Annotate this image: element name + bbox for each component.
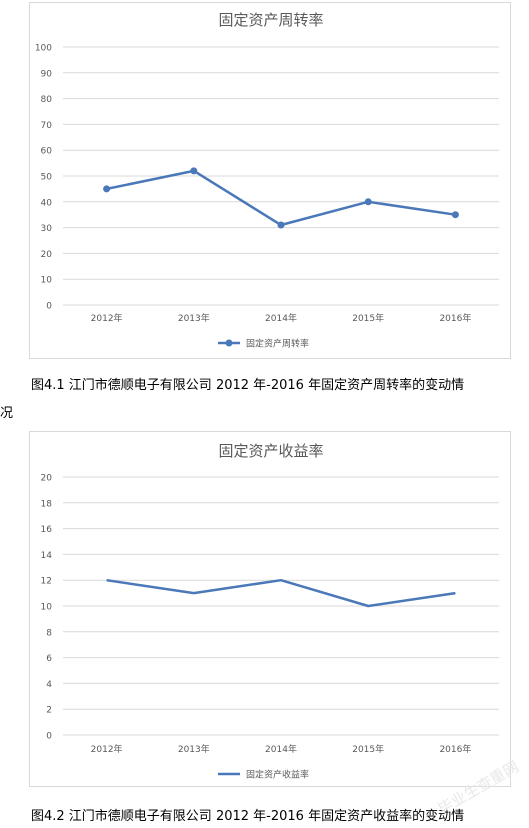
chart1-y-tick-label: 80 bbox=[41, 95, 53, 105]
chart1-y-tick-label: 100 bbox=[35, 44, 52, 54]
chart1-y-tick-label: 50 bbox=[41, 173, 53, 183]
chart1-y-tick-label: 10 bbox=[41, 276, 53, 286]
chart2-y-tick-label: 20 bbox=[41, 474, 53, 484]
turnover-chart-svg: 固定资产周转率 0 10 20 30 40 50 60 70 80 90 100 2012年 2013年 2… bbox=[35, 11, 499, 350]
chart1-data-point bbox=[451, 211, 459, 219]
chart1-series-line bbox=[106, 169, 456, 227]
chart2-series-line bbox=[106, 578, 456, 608]
chart2-y-tick-label: 10 bbox=[41, 603, 53, 613]
chart1-legend-marker bbox=[225, 339, 233, 347]
chart2-x-tick-label: 2014年 bbox=[265, 743, 297, 755]
chart1-y-tick-label: 0 bbox=[46, 302, 52, 312]
chart2-y-tick-label: 8 bbox=[46, 628, 52, 638]
figure-4-1-caption: 图4.1 江门市德顺电子有限公司 2012 年-2016 年固定资产周转率的变动… bbox=[31, 378, 465, 393]
chart1-y-tick-label: 90 bbox=[41, 69, 53, 79]
chart1-y-tick-label: 20 bbox=[41, 250, 53, 260]
chart2-legend-label: 固定资产收益率 bbox=[246, 769, 309, 781]
chart1-x-tick-label: 2013年 bbox=[178, 312, 210, 324]
chart2-y-tick-label: 18 bbox=[41, 499, 53, 509]
chart2-y-tick-label: 6 bbox=[46, 654, 52, 664]
chart2-y-tick-label: 4 bbox=[46, 680, 52, 690]
chart1-y-tick-label: 70 bbox=[41, 121, 53, 131]
chart2-x-tick-label: 2015年 bbox=[352, 743, 384, 755]
chart2-title: 固定资产收益率 bbox=[218, 442, 323, 460]
chart1-data-point bbox=[103, 185, 111, 193]
chart2-y-tick-label: 2 bbox=[46, 706, 52, 716]
chart1-x-tick-label: 2016年 bbox=[439, 312, 471, 324]
figure-4-1-caption-continued: 况 bbox=[0, 406, 14, 421]
chart1-title: 固定资产周转率 bbox=[218, 11, 323, 29]
chart1-y-tick-label: 30 bbox=[41, 224, 53, 234]
chart1-x-tick-label: 2014年 bbox=[265, 312, 297, 324]
figure-4-2-caption: 图4.2 江门市德顺电子有限公司 2012 年-2016 年固定资产收益率的变动… bbox=[31, 809, 465, 824]
chart1-data-point bbox=[190, 167, 198, 175]
chart1-y-tick-label: 40 bbox=[41, 198, 53, 208]
return-chart: 固定资产收益率 0 2 4 6 8 10 12 14 16 18 20 2012年 2013年 2014年 2… bbox=[29, 431, 511, 787]
chart2-y-tick-label: 16 bbox=[41, 525, 53, 535]
chart2-y-tick-label: 14 bbox=[41, 551, 53, 561]
chart2-y-tick-label: 0 bbox=[46, 732, 52, 742]
chart2-y-tick-label: 12 bbox=[41, 577, 52, 587]
chart1-data-point bbox=[277, 221, 285, 229]
chart2-x-tick-label: 2013年 bbox=[178, 743, 210, 755]
chart1-data-point bbox=[364, 198, 372, 206]
turnover-chart: 固定资产周转率 0 10 20 30 40 50 60 70 80 90 100 2012年 2013年 2… bbox=[29, 2, 511, 359]
return-chart-svg: 固定资产收益率 0 2 4 6 8 10 12 14 16 18 20 2012年 2013年 2014年 2… bbox=[41, 442, 499, 781]
chart1-x-tick-label: 2015年 bbox=[352, 312, 384, 324]
chart1-y-tick-label: 60 bbox=[41, 147, 53, 157]
chart2-x-tick-label: 2016年 bbox=[439, 743, 471, 755]
chart2-x-tick-label: 2012年 bbox=[91, 743, 123, 755]
chart1-x-tick-label: 2012年 bbox=[91, 312, 123, 324]
chart1-legend-label: 固定资产周转率 bbox=[246, 338, 309, 350]
